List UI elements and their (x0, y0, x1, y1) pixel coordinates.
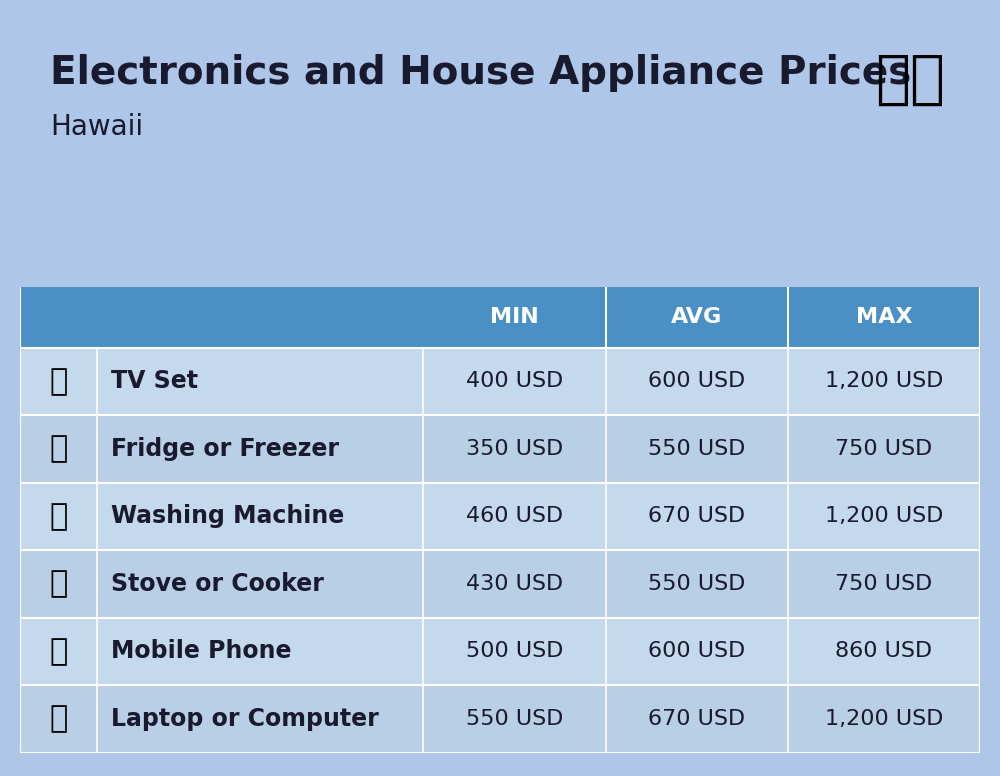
Text: 550 USD: 550 USD (648, 439, 745, 459)
FancyBboxPatch shape (20, 618, 980, 685)
Text: 400 USD: 400 USD (466, 372, 563, 391)
FancyBboxPatch shape (20, 685, 980, 753)
FancyBboxPatch shape (20, 483, 980, 550)
Text: 460 USD: 460 USD (466, 507, 563, 526)
Text: 430 USD: 430 USD (466, 574, 563, 594)
Text: 550 USD: 550 USD (648, 574, 745, 594)
Text: Fridge or Freezer: Fridge or Freezer (111, 437, 339, 461)
Text: Mobile Phone: Mobile Phone (111, 639, 292, 663)
Text: 350 USD: 350 USD (466, 439, 563, 459)
Text: 670 USD: 670 USD (648, 507, 745, 526)
Text: 📺: 📺 (49, 367, 68, 396)
Text: 💻: 💻 (49, 705, 68, 733)
Text: 1,200 USD: 1,200 USD (825, 372, 943, 391)
Text: 📱: 📱 (49, 637, 68, 666)
Text: 1,200 USD: 1,200 USD (825, 507, 943, 526)
Text: 600 USD: 600 USD (648, 642, 745, 661)
Text: Electronics and House Appliance Prices: Electronics and House Appliance Prices (50, 54, 911, 92)
Text: Laptop or Computer: Laptop or Computer (111, 707, 379, 731)
Text: 600 USD: 600 USD (648, 372, 745, 391)
Text: 🇺🇸: 🇺🇸 (875, 50, 945, 107)
FancyBboxPatch shape (20, 287, 980, 348)
Text: 500 USD: 500 USD (466, 642, 563, 661)
FancyBboxPatch shape (20, 550, 980, 618)
FancyBboxPatch shape (20, 348, 980, 415)
Text: 860 USD: 860 USD (835, 642, 933, 661)
Text: MIN: MIN (490, 307, 539, 327)
Text: 🧳: 🧳 (49, 502, 68, 531)
Text: 🧊: 🧊 (49, 435, 68, 463)
Text: Hawaii: Hawaii (50, 113, 143, 140)
Text: 🔥: 🔥 (49, 570, 68, 598)
Text: 1,200 USD: 1,200 USD (825, 709, 943, 729)
Text: 670 USD: 670 USD (648, 709, 745, 729)
FancyBboxPatch shape (20, 415, 980, 483)
Text: Stove or Cooker: Stove or Cooker (111, 572, 324, 596)
Text: MAX: MAX (856, 307, 912, 327)
Text: AVG: AVG (671, 307, 722, 327)
Text: 750 USD: 750 USD (835, 574, 933, 594)
Text: TV Set: TV Set (111, 369, 198, 393)
Text: 750 USD: 750 USD (835, 439, 933, 459)
Text: 550 USD: 550 USD (466, 709, 563, 729)
Text: Washing Machine: Washing Machine (111, 504, 344, 528)
